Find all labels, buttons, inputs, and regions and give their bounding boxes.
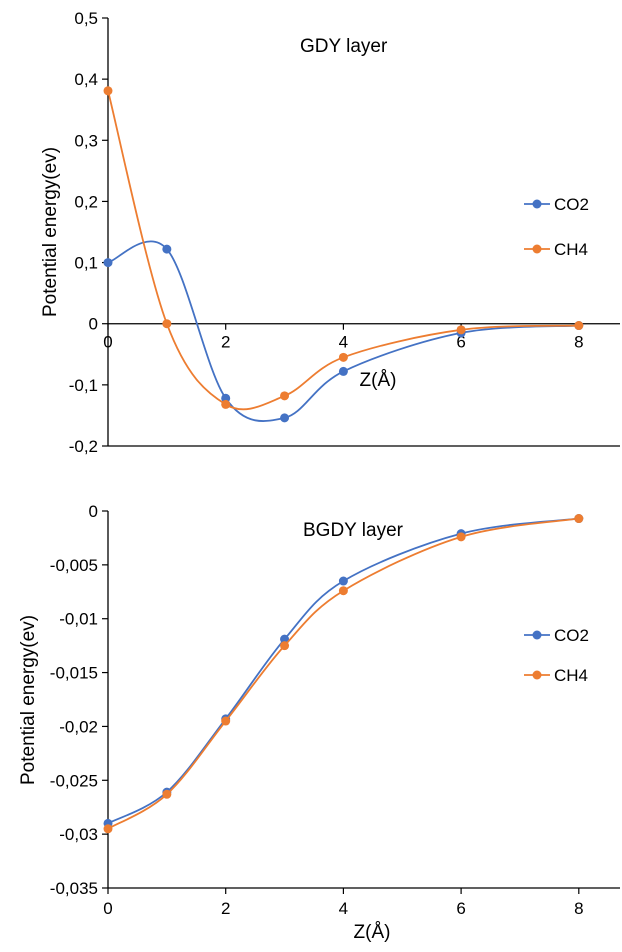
chart1-x-tick-label: 2 — [221, 333, 230, 352]
chart2-chart-title: BGDY layer — [303, 520, 404, 541]
chart1-data-point-ch4 — [280, 391, 290, 401]
chart1-y-tick-label: 0 — [89, 315, 98, 334]
chart1-data-point-ch4 — [338, 352, 348, 362]
chart1-y-tick-label: 0,1 — [74, 254, 98, 273]
chart2-y-tick-label: -0,025 — [50, 771, 98, 790]
chart1-x-tick-label: 6 — [456, 333, 465, 352]
chart2-y-tick-label: -0,03 — [59, 825, 98, 844]
chart1-data-point-co2 — [280, 413, 290, 423]
chart1-chart-title: GDY layer — [300, 36, 388, 57]
chart1-y-tick-label: 0,5 — [74, 9, 98, 28]
chart2-x-tick-label: 6 — [456, 899, 465, 918]
chart2-data-point-ch4 — [456, 532, 466, 542]
chart2-x-tick-label: 2 — [221, 899, 230, 918]
chart1-y-tick-label: 0,3 — [74, 131, 98, 150]
chart1-data-point-ch4 — [456, 325, 466, 335]
chart1-legend-marker-co2 — [532, 199, 542, 209]
chart1-legend-label-co2: CO2 — [554, 195, 589, 214]
chart2-legend-label-co2: CO2 — [554, 626, 589, 645]
chart2-data-point-ch4 — [280, 641, 290, 651]
chart2-data-point-co2 — [280, 634, 290, 644]
chart1-data-point-co2 — [338, 366, 348, 376]
chart1-data-point-ch4 — [162, 319, 172, 329]
chart2-x-tick-label: 8 — [574, 899, 583, 918]
chart1-y-tick-label: -0,2 — [69, 437, 98, 456]
chart2-x-axis-title: Z(Å) — [354, 922, 391, 943]
chart1-data-point-ch4 — [574, 321, 584, 331]
chart2-data-point-ch4 — [574, 514, 584, 524]
chart2-series-line-ch4 — [107, 517, 579, 830]
chart2-y-tick-label: -0,015 — [50, 664, 98, 683]
chart2-data-point-ch4 — [103, 824, 113, 834]
chart2-y-tick-label: -0,005 — [50, 556, 98, 575]
chart1-data-point-co2 — [162, 244, 172, 254]
chart2-x-tick-label: 4 — [339, 899, 348, 918]
chart2-y-tick-label: -0,02 — [59, 717, 98, 736]
chart2-series-line-co2 — [107, 517, 579, 825]
chart1-data-point-co2 — [103, 258, 113, 268]
chart1-x-tick-label: 4 — [339, 333, 348, 352]
chart1-y-tick-label: -0,1 — [69, 376, 98, 395]
chart1-x-axis-title: Z(Å) — [360, 370, 397, 391]
chart2-legend-marker-co2 — [532, 630, 542, 640]
chart2-y-tick-label: 0 — [89, 502, 98, 521]
chart2-y-tick-label: -0,01 — [59, 610, 98, 629]
chart2-x-tick-label: 0 — [103, 899, 112, 918]
chart1-legend-marker-ch4 — [532, 244, 542, 254]
chart2-data-point-ch4 — [221, 716, 231, 726]
chart1-y-axis-title: Potential energy(ev) — [40, 147, 61, 317]
chart1-data-point-ch4 — [103, 86, 113, 96]
chart2-data-point-ch4 — [338, 586, 348, 596]
chart1-x-tick-label: 8 — [574, 333, 583, 352]
chart2-legend-marker-ch4 — [532, 670, 542, 680]
chart1-data-point-ch4 — [221, 399, 231, 409]
chart1-series-line-co2 — [107, 240, 579, 422]
chart2-y-tick-label: -0,035 — [50, 879, 98, 898]
chart1-y-tick-label: 0,2 — [74, 192, 98, 211]
chart1-y-tick-label: 0,4 — [74, 70, 98, 89]
chart1-x-tick-label: 0 — [103, 333, 112, 352]
chart2-y-axis-title: Potential energy(ev) — [18, 615, 39, 785]
chart2-data-point-co2 — [338, 576, 348, 586]
chart1-legend-label-ch4: CH4 — [554, 240, 588, 259]
chart2-legend-label-ch4: CH4 — [554, 666, 588, 685]
chart2-data-point-ch4 — [162, 789, 172, 799]
